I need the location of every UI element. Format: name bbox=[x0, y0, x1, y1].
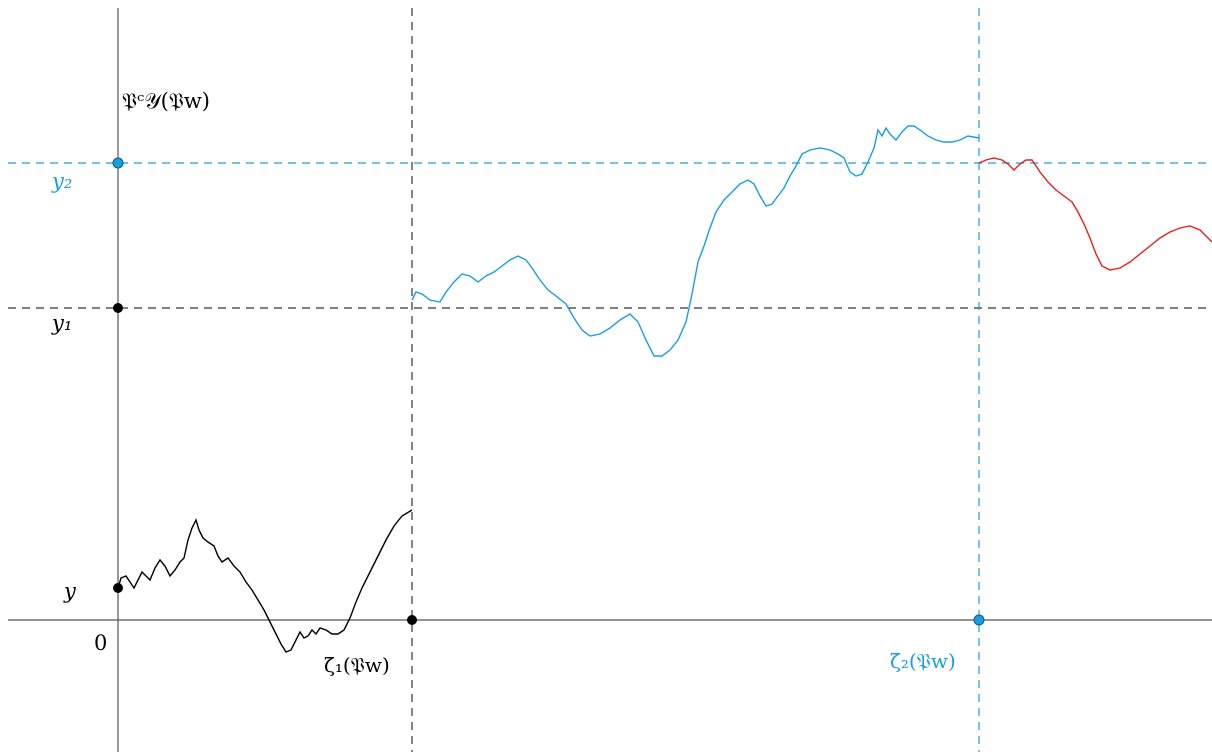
path-segment-black bbox=[117, 509, 413, 653]
path-segment-red bbox=[978, 157, 1212, 271]
y1-point bbox=[113, 303, 123, 313]
zeta1-point bbox=[407, 615, 417, 625]
y2-label: y₂ bbox=[51, 169, 72, 193]
y2-point bbox=[112, 157, 124, 169]
y1-label: y₁ bbox=[51, 311, 72, 335]
process-label: 𝔓ᶜ𝒴(𝔓w) bbox=[122, 89, 210, 113]
path-segment-blue bbox=[411, 125, 980, 357]
zeta1-label: ζ̄₁(𝔓w) bbox=[324, 653, 390, 677]
zeta2-label: ζ̄₂(𝔓w) bbox=[890, 649, 956, 673]
zeta2-point bbox=[973, 614, 985, 626]
y-point bbox=[113, 583, 123, 593]
origin-label: 0 bbox=[94, 631, 107, 655]
y-label: y bbox=[63, 579, 77, 603]
